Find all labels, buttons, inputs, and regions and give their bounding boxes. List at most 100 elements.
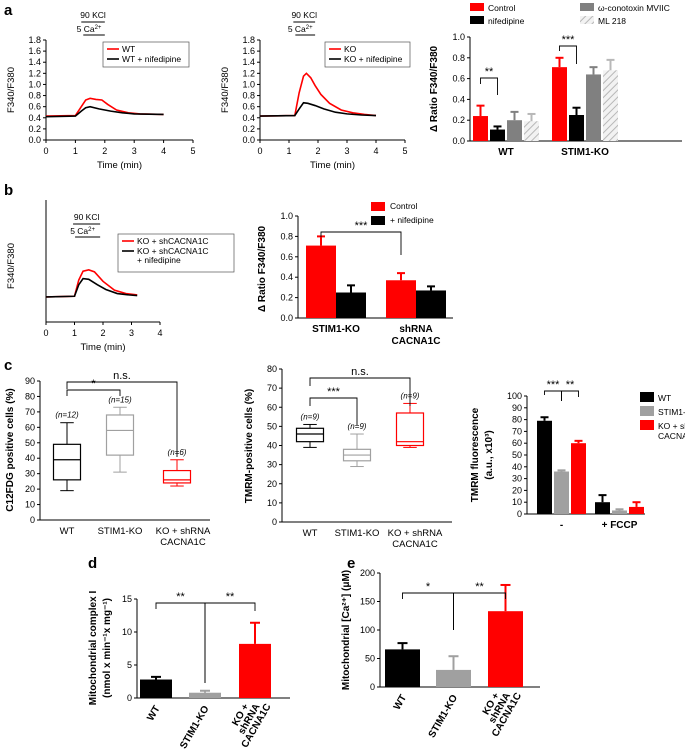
y-tick-label: 0.6 <box>452 74 465 84</box>
y-tick-label: 1.0 <box>280 211 293 221</box>
y-tick-label: 60 <box>267 402 277 412</box>
y-tick-label: 0.4 <box>452 94 465 104</box>
y-axis-label: F340/F380 <box>6 67 17 113</box>
category-label: STIM1-KO <box>178 704 212 751</box>
panel-label-a: a <box>4 2 13 19</box>
significance-label: *** <box>547 379 561 391</box>
legend-swatch <box>470 16 484 24</box>
y-axis-label: Δ Ratio F340/F380 <box>257 226 268 313</box>
significance-bracket <box>453 592 506 630</box>
y-axis-label: Δ Ratio F340/F380 <box>429 46 440 133</box>
y-tick-label: 1.0 <box>28 79 41 89</box>
legend-swatch <box>371 216 385 225</box>
stimulus-sub-label: 5 Ca2+ <box>77 24 102 34</box>
y-tick-label: 0.0 <box>242 135 255 145</box>
y-tick-label: 0.2 <box>242 124 255 134</box>
y-axis-label: (a.u., x10³) <box>484 430 495 479</box>
bar <box>490 129 505 141</box>
y-tick-label: 0.0 <box>28 135 41 145</box>
series-line <box>259 72 377 117</box>
category-label: + FCCP <box>602 520 638 531</box>
significance-bracket <box>402 592 454 630</box>
legend-entry: + nifedipine <box>390 215 434 225</box>
box <box>395 412 425 447</box>
n-label: (n=12) <box>55 411 79 420</box>
y-tick-label: 50 <box>267 421 277 431</box>
significance-label: * <box>91 378 96 390</box>
y-tick-label: 5 <box>127 660 132 670</box>
legend-swatch <box>580 3 594 11</box>
y-tick-label: 0.4 <box>28 113 41 123</box>
bar <box>595 502 610 514</box>
n-label: (n=9) <box>348 422 367 431</box>
bar <box>416 290 446 318</box>
legend-swatch <box>371 202 385 211</box>
legend-entry: + nifedipine <box>137 255 181 265</box>
significance-bracket <box>155 602 206 683</box>
category-label: CACNA1C <box>160 537 206 548</box>
significance-bracket <box>559 45 577 64</box>
y-axis-label: C12FDG positive cells (%) <box>5 388 16 511</box>
legend-box <box>117 233 235 273</box>
x-tick-label: 0 <box>43 146 48 156</box>
x-tick-label: 3 <box>344 146 349 156</box>
x-tick-label: 2 <box>315 146 320 156</box>
stimulus-sub-label: 5 Ca2+ <box>288 24 313 34</box>
y-tick-label: 0.4 <box>242 113 255 123</box>
y-tick-label: 90 <box>25 376 35 386</box>
panel-label-d: d <box>88 555 97 572</box>
y-axis-label: (nmol x min⁻¹x mg⁻¹) <box>102 598 113 698</box>
y-axis-label: F340/F380 <box>220 67 231 113</box>
legend-swatch <box>470 3 484 11</box>
x-tick-label: 5 <box>190 146 195 156</box>
legend-entry: nifedipine <box>488 16 525 26</box>
y-tick-label: 0.2 <box>280 293 293 303</box>
category-label: STIM1-KO <box>98 526 143 537</box>
x-tick-label: 4 <box>157 328 162 338</box>
y-tick-label: 0.0 <box>280 313 293 323</box>
y-tick-label: 40 <box>512 462 522 472</box>
category-label: KO + shRNA <box>388 528 443 539</box>
y-tick-label: 80 <box>512 415 522 425</box>
stimulus-label: 90 KCl <box>74 212 100 222</box>
legend-entry: KO + nifedipine <box>344 54 403 64</box>
bar <box>571 443 586 514</box>
y-tick-label: 1.4 <box>28 57 41 67</box>
x-tick-label: 2 <box>100 328 105 338</box>
y-axis-label: F340/F380 <box>6 243 17 289</box>
y-tick-label: 0.6 <box>28 102 41 112</box>
legend-entry: Control <box>390 201 418 211</box>
y-tick-label: 40 <box>25 453 35 463</box>
bar <box>612 510 627 514</box>
significance-bracket <box>309 377 411 406</box>
legend-entry: WT + nifedipine <box>122 54 181 64</box>
panel-label-b: b <box>4 182 13 199</box>
box <box>295 427 325 443</box>
x-axis-label: Time (min) <box>310 160 355 171</box>
box <box>105 414 135 456</box>
y-tick-label: 60 <box>512 438 522 448</box>
y-tick-label: 0 <box>517 509 522 519</box>
series-line <box>259 101 377 117</box>
y-tick-label: 80 <box>25 391 35 401</box>
y-tick-label: 30 <box>267 460 277 470</box>
y-tick-label: 10 <box>122 627 132 637</box>
n-label: (n=15) <box>108 395 132 404</box>
x-tick-label: 1 <box>72 328 77 338</box>
x-tick-label: 3 <box>129 328 134 338</box>
significance-label: *** <box>327 386 341 398</box>
x-tick-label: 1 <box>286 146 291 156</box>
significance-bracket <box>480 77 498 95</box>
y-tick-label: 0 <box>370 682 375 692</box>
y-tick-label: 0.6 <box>242 102 255 112</box>
legend-swatch <box>640 392 654 402</box>
x-tick-label: 4 <box>373 146 378 156</box>
bar <box>436 669 471 687</box>
y-tick-label: 1.6 <box>28 46 41 56</box>
bar <box>386 280 416 318</box>
y-tick-label: 70 <box>25 407 35 417</box>
category-label: WT <box>498 147 514 158</box>
legend-swatch <box>580 16 594 24</box>
y-tick-label: 90 <box>512 403 522 413</box>
bar <box>140 679 172 698</box>
